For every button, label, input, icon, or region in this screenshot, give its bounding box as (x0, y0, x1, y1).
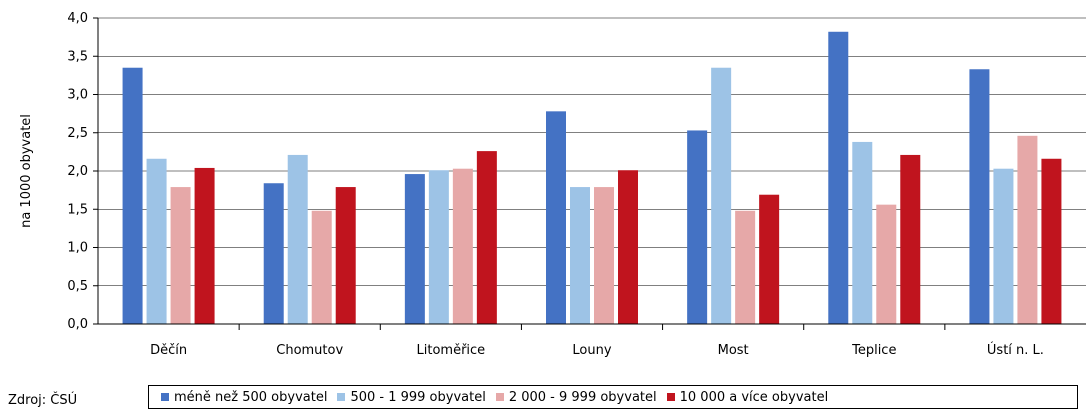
x-tick-labels: Děčín Chomutov Litoměřice Louny Most Teplice Ú… (150, 342, 1044, 358)
x-tick-label: Litoměřice (417, 343, 486, 358)
y-tick-label: 3,5 (67, 49, 88, 64)
bar (687, 130, 708, 324)
x-tick-label: Teplice (851, 343, 896, 358)
legend-swatch (161, 393, 169, 401)
bar (852, 141, 873, 324)
bar (546, 111, 566, 324)
x-tick-label: Ústí n. L. (987, 342, 1044, 358)
bar (1041, 158, 1062, 324)
bar (735, 210, 756, 324)
source-note: Zdroj: ČSÚ (8, 393, 78, 408)
gridlines (98, 17, 1086, 287)
y-tick-label: 1,5 (67, 202, 88, 217)
x-tick-label: Děčín (150, 343, 187, 358)
bar (170, 187, 191, 324)
legend: méně než 500 obyvatel 500 - 1 999 obyvate… (148, 385, 1078, 409)
legend-item: 2 000 - 9 999 obyvatel (495, 389, 657, 405)
legend-label: 2 000 - 9 999 obyvatel (508, 389, 657, 405)
bar (711, 67, 732, 324)
bar (618, 170, 638, 324)
legend-label: 500 - 1 999 obyvatel (350, 389, 486, 405)
y-tick-label: 2,5 (67, 126, 88, 141)
legend-swatch (666, 393, 675, 401)
y-tick-label: 0,5 (67, 279, 88, 294)
bar (476, 151, 497, 324)
y-tick-label: 4,0 (67, 11, 88, 26)
legend-item: 10 000 a více obyvatel (666, 389, 829, 405)
bar (428, 170, 449, 324)
bar (1017, 135, 1038, 324)
bar (993, 168, 1014, 324)
legend-label: 10 000 a více obyvatel (679, 389, 829, 405)
y-tick-label: 0,0 (67, 317, 88, 332)
legend-label: méně než 500 obyvatel (174, 389, 328, 405)
y-axis-label: na 1000 obyvatel (19, 114, 34, 228)
chart: 0,0 0,5 1,0 1,5 2,0 2,5 3,0 3,5 4,0 Děčín Chomuto… (19, 11, 1086, 358)
bar (828, 31, 849, 325)
y-tick-label: 2,0 (67, 164, 88, 179)
x-tick-label: Most (718, 343, 749, 358)
axes (93, 17, 1086, 330)
legend-item: 500 - 1 999 obyvatel (337, 389, 486, 405)
bar (146, 158, 167, 324)
bar (287, 154, 308, 324)
bar (594, 187, 614, 324)
bar (452, 168, 473, 324)
bar (759, 194, 780, 324)
x-tick-label: Chomutov (276, 343, 343, 358)
bar (876, 204, 897, 324)
bar (900, 154, 921, 324)
legend-swatch (337, 393, 346, 401)
bars (122, 31, 1062, 325)
y-tick-label: 1,0 (67, 241, 88, 256)
legend-swatch (495, 393, 504, 401)
legend-item: méně než 500 obyvatel (161, 390, 327, 405)
bar (404, 174, 425, 324)
y-tick-label: 3,0 (67, 88, 88, 103)
bar (263, 183, 284, 324)
bar (122, 67, 143, 324)
bar (570, 187, 590, 324)
bar (311, 210, 332, 324)
y-tick-labels: 0,0 0,5 1,0 1,5 2,0 2,5 3,0 3,5 4,0 (67, 11, 88, 332)
bar (969, 69, 990, 324)
bar (194, 167, 215, 324)
bar (335, 187, 356, 324)
x-tick-label: Louny (572, 343, 611, 358)
